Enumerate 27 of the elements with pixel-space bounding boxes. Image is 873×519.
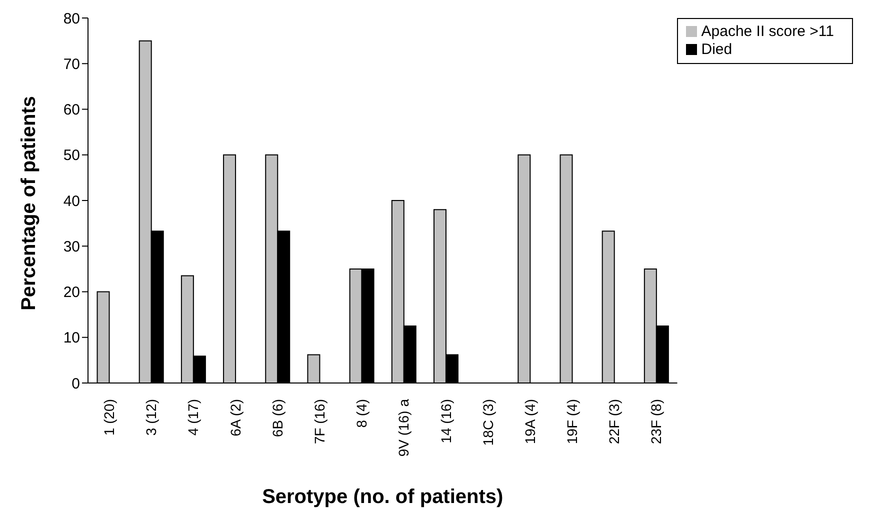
y-tick-label: 30 — [63, 238, 80, 256]
x-tick-label: 18C (3) — [480, 399, 496, 446]
y-tick-label: 70 — [63, 56, 80, 73]
x-tick-label: 23F (8) — [648, 399, 664, 444]
x-tick-label: 22F (3) — [606, 399, 622, 444]
y-tick-label: 0 — [72, 375, 80, 392]
x-tick-label: 3 (12) — [143, 399, 160, 436]
legend-label: Apache II score >11 — [701, 23, 834, 40]
x-tick-label: 19A (4) — [522, 399, 538, 444]
y-tick-label: 60 — [63, 102, 80, 119]
y-tick-label: 20 — [63, 284, 80, 302]
x-tick-label: 1 (20) — [101, 399, 118, 436]
x-tick-label: 6B (6) — [269, 399, 286, 438]
x-tick-label: 6A (2) — [227, 399, 244, 436]
x-tick-label: 9V (16) a — [396, 398, 412, 457]
y-tick-label: 40 — [63, 192, 80, 210]
x-tick-label: 19F (4) — [564, 399, 580, 444]
x-tick-label: 4 (17) — [185, 399, 202, 436]
y-axis-title: Percentage of patients — [18, 96, 40, 310]
x-tick-label: 8 (4) — [354, 399, 370, 428]
y-tick-label: 10 — [63, 330, 80, 347]
x-axis-title: Serotype (no. of patients) — [262, 486, 504, 508]
legend-label: Died — [701, 41, 732, 58]
x-tick-label: 7F (16) — [311, 399, 328, 444]
x-tick-label: 14 (16) — [438, 399, 454, 444]
y-tick-label: 80 — [63, 10, 80, 28]
y-tick-label: 50 — [63, 147, 80, 164]
